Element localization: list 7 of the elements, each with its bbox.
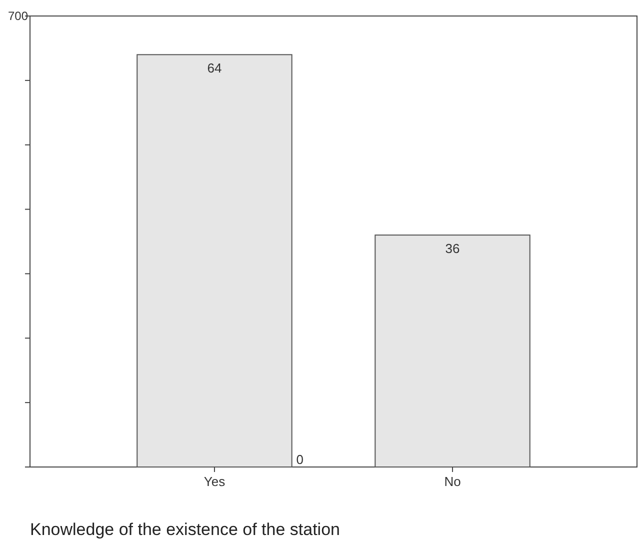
annotation: 64	[207, 60, 222, 76]
annotation: 0	[296, 452, 304, 467]
x-tick-label: Yes	[204, 474, 226, 489]
annotation: 36	[445, 241, 460, 256]
y-tick-label: 700	[8, 9, 28, 23]
x-tick-label: No	[444, 474, 461, 489]
x-axis-title: Knowledge of the existence of the station	[30, 520, 340, 539]
